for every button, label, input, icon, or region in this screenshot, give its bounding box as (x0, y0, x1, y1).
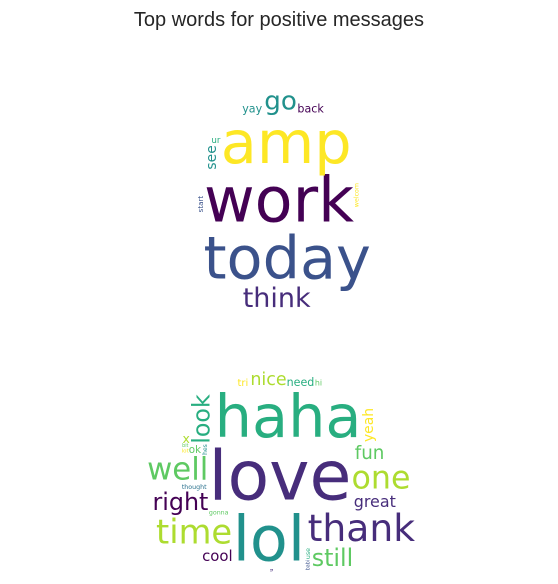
word-well: well (147, 452, 208, 488)
word-one: one (352, 461, 411, 497)
word-ok: ok (189, 444, 201, 456)
word-love: love (209, 438, 352, 517)
word-x: x (183, 431, 190, 446)
word-u: u (270, 569, 275, 572)
word-thought: thought (182, 484, 207, 491)
word-start: start (196, 196, 205, 213)
word-hi: hi (315, 379, 322, 388)
word-work: work (204, 164, 354, 237)
word-amp: amp (221, 108, 352, 177)
word-great: great (354, 492, 396, 511)
word-lot: lot (182, 449, 190, 455)
word-use: use (305, 548, 312, 559)
word-time: time (156, 513, 232, 552)
word-welcom: welcom (354, 183, 361, 207)
word-still: still (312, 544, 354, 572)
word-today: today (203, 223, 370, 292)
word-fun: fun (355, 443, 385, 464)
word-gonna: gonna (209, 509, 229, 516)
word-yeah: yeah (361, 408, 377, 442)
word-bit: bit (182, 443, 188, 449)
word-babi: babi (306, 560, 312, 570)
word-back: back (297, 103, 324, 116)
word-see: see (204, 145, 220, 169)
word-hes: hes (202, 444, 209, 455)
word-yay: yay (242, 102, 262, 115)
word-think: think (243, 283, 311, 314)
word-lol: lol (233, 502, 305, 575)
word-tri: tri (238, 378, 249, 389)
word-go: go (264, 87, 297, 117)
word-need: need (287, 376, 315, 389)
chart-title: Top words for positive messages (134, 9, 424, 31)
word-nice: nice (250, 370, 286, 390)
word-right: right (152, 488, 208, 516)
word-ur: ur (211, 136, 221, 146)
word-look: look (187, 394, 215, 444)
word-haha: haha (215, 382, 362, 451)
word-cool: cool (202, 547, 233, 565)
word-thank: thank (308, 506, 416, 550)
